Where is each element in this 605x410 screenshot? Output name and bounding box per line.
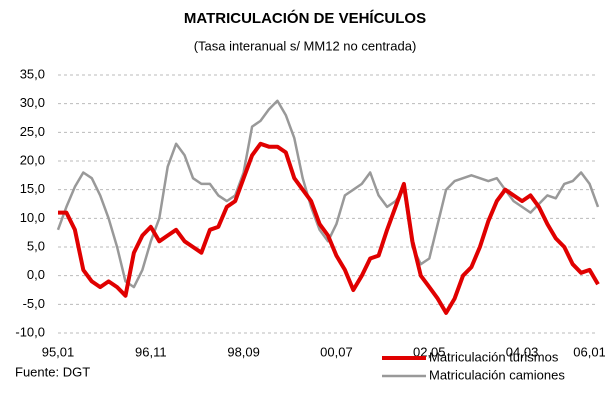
y-tick-label: -10,0	[15, 324, 45, 339]
y-tick-label: 15,0	[20, 181, 45, 196]
chart-title: MATRICULACIÓN DE VEHÍCULOS	[184, 9, 426, 27]
y-tick-label: 0,0	[27, 267, 45, 282]
y-tick-label: 5,0	[27, 238, 45, 253]
x-tick-label: 02,05	[413, 344, 446, 359]
x-tick-label: 04,03	[506, 344, 539, 359]
y-tick-label: 35,0	[20, 66, 45, 81]
x-tick-label: 95,01	[42, 344, 75, 359]
legend-label: Matriculación camiones	[429, 367, 565, 382]
chart-subtitle: (Tasa interanual s/ MM12 no centrada)	[194, 38, 417, 53]
series-line	[58, 141, 600, 315]
x-tick-label: 00,07	[320, 344, 353, 359]
y-tick-label: 30,0	[20, 95, 45, 110]
x-tick-label: 06,01	[573, 344, 605, 359]
series-line	[56, 99, 600, 289]
source-note: Fuente: DGT	[15, 364, 90, 379]
legend-label: Matriculación turismos	[429, 349, 559, 364]
x-tick-label: 98,09	[227, 344, 260, 359]
y-tick-label: 10,0	[20, 210, 45, 225]
y-tick-label: -5,0	[23, 296, 45, 311]
x-tick-label: 96,11	[135, 344, 167, 359]
y-tick-label: 25,0	[20, 124, 45, 139]
y-tick-label: 20,0	[20, 152, 45, 167]
